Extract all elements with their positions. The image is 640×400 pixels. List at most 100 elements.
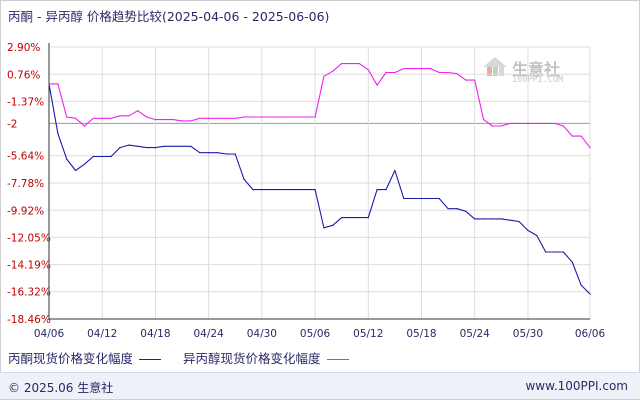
- data-point-ipa: [137, 110, 139, 112]
- y-tick-label: -7.78%: [7, 178, 44, 190]
- data-point-acetone: [323, 227, 325, 229]
- data-point-acetone: [500, 218, 502, 220]
- x-tick-label: 04/24: [194, 328, 225, 340]
- data-point-acetone: [83, 163, 86, 165]
- data-point-acetone: [92, 155, 94, 158]
- data-point-ipa: [589, 147, 591, 149]
- series-line-acetone: [48, 83, 591, 295]
- data-point-acetone: [438, 197, 440, 200]
- data-point-acetone: [181, 145, 183, 147]
- data-point-ipa: [367, 69, 369, 71]
- data-point-ipa: [332, 70, 334, 72]
- y-tick-label: -1.37%: [7, 96, 44, 108]
- y-tick-label: -18.46%: [7, 314, 51, 326]
- data-point-ipa: [48, 83, 50, 85]
- data-point-ipa: [57, 83, 59, 85]
- data-point-ipa: [146, 116, 148, 118]
- y-tick-label: 0.76%: [7, 69, 40, 81]
- data-point-acetone: [57, 133, 59, 135]
- data-point-acetone: [208, 152, 210, 154]
- x-tick-label: 05/06: [300, 328, 331, 340]
- data-point-acetone: [447, 208, 449, 210]
- data-point-ipa: [83, 125, 86, 127]
- data-point-acetone: [146, 147, 148, 149]
- data-point-ipa: [216, 117, 219, 119]
- data-point-acetone: [279, 189, 281, 191]
- data-point-ipa: [580, 135, 582, 137]
- title-main: 丙酮 - 异丙醇 价格趋势比较: [8, 9, 162, 24]
- watermark-url: 100PPI.COM: [512, 75, 564, 85]
- data-point-acetone: [128, 144, 130, 146]
- data-point-ipa: [119, 115, 121, 117]
- x-tick-label: 04/18: [140, 328, 170, 340]
- data-point-acetone: [376, 189, 378, 191]
- series-line-ipa: [49, 63, 591, 148]
- legend-swatch-ipa: [326, 359, 349, 360]
- x-tick-label: 06/06: [575, 328, 606, 340]
- data-point-acetone: [270, 189, 272, 191]
- data-point-acetone: [562, 251, 565, 253]
- x-tick-label: 04/06: [34, 328, 65, 340]
- series-layer: [48, 63, 591, 295]
- data-point-ipa: [358, 63, 360, 65]
- data-point-acetone: [536, 234, 538, 237]
- data-point-ipa: [172, 119, 174, 121]
- data-point-acetone: [234, 153, 236, 155]
- data-point-ipa: [447, 71, 449, 74]
- data-point-ipa: [181, 120, 183, 122]
- data-point-acetone: [101, 155, 103, 158]
- data-point-acetone: [412, 197, 414, 200]
- footer-bar: © 2025.06 生意社 www.100PPI.com: [0, 372, 640, 399]
- x-tick-label: 05/12: [353, 328, 383, 340]
- data-point-ipa: [296, 116, 298, 118]
- data-point-ipa: [154, 119, 156, 121]
- data-point-acetone: [545, 251, 547, 253]
- data-point-ipa: [438, 71, 440, 74]
- data-point-acetone: [110, 155, 112, 158]
- data-point-ipa: [323, 75, 325, 77]
- data-point-ipa: [376, 84, 378, 86]
- legend-label-ipa: 异丙醇现货价格变化幅度: [183, 351, 321, 366]
- data-point-ipa: [518, 122, 520, 124]
- data-point-acetone: [394, 169, 396, 172]
- data-point-acetone: [465, 210, 467, 212]
- data-point-ipa: [545, 122, 547, 124]
- data-point-acetone: [243, 178, 245, 180]
- y-tick-label: -12.05%: [7, 232, 51, 244]
- data-point-acetone: [154, 147, 156, 149]
- grid-layer: [48, 46, 591, 320]
- data-point-acetone: [296, 189, 298, 191]
- legend-label-acetone: 丙酮现货价格变化幅度: [8, 351, 134, 366]
- watermark-house-icon: [483, 57, 507, 76]
- data-point-acetone: [420, 197, 423, 200]
- data-point-ipa: [287, 116, 290, 118]
- data-point-acetone: [163, 145, 165, 147]
- data-point-ipa: [199, 117, 201, 119]
- data-point-ipa: [403, 68, 405, 70]
- data-point-acetone: [119, 147, 121, 149]
- legend-item-acetone: 丙酮现货价格变化幅度: [8, 348, 162, 367]
- data-point-ipa: [110, 117, 112, 119]
- data-point-acetone: [456, 208, 458, 210]
- y-tick-label: -14.19%: [7, 260, 51, 272]
- data-point-acetone: [474, 218, 476, 220]
- data-point-acetone: [137, 145, 139, 147]
- data-point-acetone: [199, 152, 201, 154]
- title-range: (2025-04-06 - 2025-06-06): [161, 9, 330, 24]
- data-point-acetone: [483, 218, 485, 220]
- data-point-ipa: [92, 117, 94, 119]
- data-point-acetone: [429, 197, 431, 200]
- data-point-ipa: [66, 116, 68, 118]
- data-point-ipa: [420, 68, 423, 70]
- data-point-acetone: [305, 189, 307, 191]
- data-point-ipa: [314, 116, 316, 118]
- data-point-ipa: [536, 122, 538, 124]
- data-point-acetone: [341, 217, 343, 219]
- data-point-acetone: [580, 284, 582, 286]
- y-tick-label: -9.92%: [7, 205, 44, 217]
- data-point-ipa: [101, 117, 103, 119]
- data-point-ipa: [553, 122, 556, 124]
- data-point-ipa: [305, 116, 307, 118]
- legend: 丙酮现货价格变化幅度 异丙醇现货价格变化幅度: [8, 348, 367, 367]
